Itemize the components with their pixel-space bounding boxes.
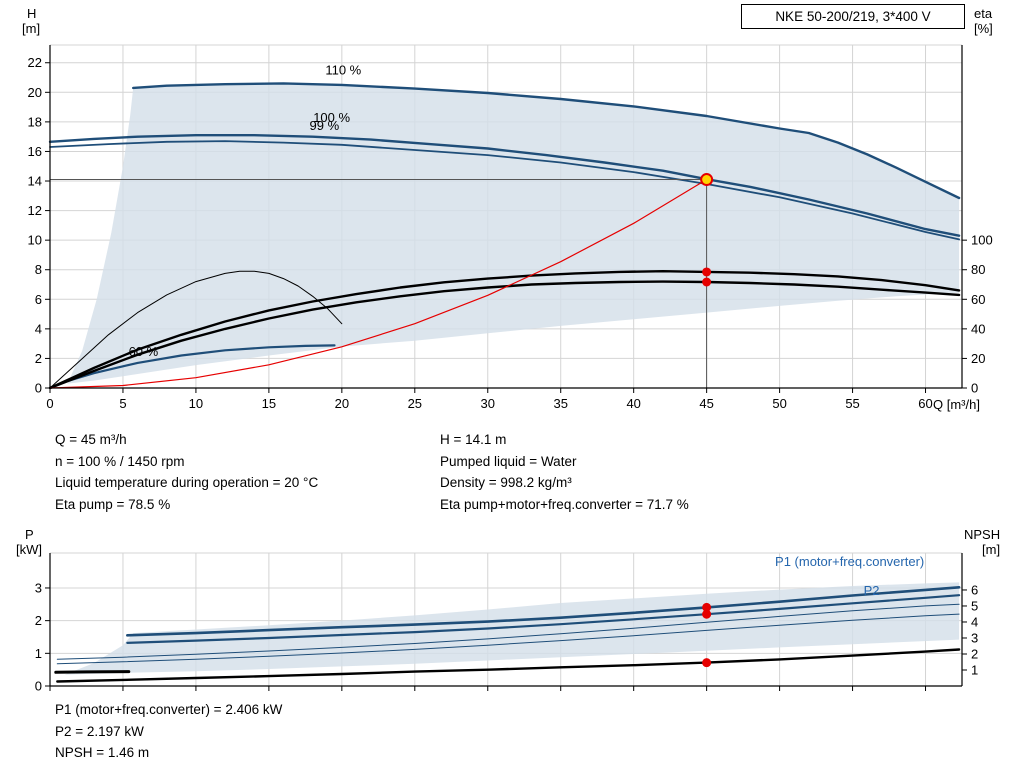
op-speed-line: n = 100 % / 1450 rpm	[55, 453, 185, 469]
y-tick-label: 8	[35, 262, 42, 277]
y-tick-label: 22	[28, 55, 42, 70]
npsh-curve	[56, 648, 961, 683]
y-tick-label: 6	[35, 292, 42, 307]
p2-curve	[126, 594, 961, 645]
result-p2-line: P2 = 2.197 kW	[55, 723, 144, 739]
hq-eta-chart: 0 2 4 6 8 10 12 14 16 18 20 22 0 20 40 60 80 100 0 5 10 15 20 2…	[28, 44, 993, 411]
operating-point-left-column: Q = 45 m³/h n = 100 % / 1450 rpm Liquid …	[55, 429, 318, 515]
y-tick-label: 0	[35, 381, 42, 396]
x-tick-label: 60	[918, 396, 932, 411]
x-tick-label: 25	[408, 396, 422, 411]
y-axis-label-p: P	[25, 527, 34, 542]
x-tick-label: 45	[699, 396, 713, 411]
y-axis-unit-kw: [kW]	[16, 542, 42, 557]
y-tick-label: 18	[28, 114, 42, 129]
annotation-speed-100: 100 %	[313, 110, 350, 125]
op-liquid-line: Pumped liquid = Water	[440, 453, 577, 469]
head-curve-60pct	[60, 344, 336, 384]
x-tick-label: 5	[119, 396, 126, 411]
op-flow-line: Q = 45 m³/h	[55, 432, 127, 447]
p2-dot-marker	[702, 609, 712, 619]
y2-axis-unit-m: [m]	[982, 542, 1001, 557]
p-min-speed-segment	[54, 670, 131, 674]
y-tick-label: 14	[28, 174, 42, 189]
x-tick-label: 30	[481, 396, 495, 411]
y2-tick-label: 60	[971, 292, 985, 307]
p1-dot-marker	[702, 602, 712, 612]
result-p1-line: P1 (motor+freq.converter) = 2.406 kW	[55, 702, 283, 717]
y-axis-unit-m: [m]	[22, 21, 41, 36]
power-envelope	[64, 582, 960, 675]
x-tick-label: 55	[845, 396, 859, 411]
y2-tick-label: 2	[971, 646, 978, 661]
x-tick-label: 10	[189, 396, 203, 411]
eta-total-dot-marker	[702, 277, 712, 287]
y2-tick-label: 20	[971, 351, 985, 366]
y-tick-label: 0	[35, 679, 42, 694]
y2-tick-label: 40	[971, 321, 985, 336]
x-tick-label: 20	[335, 396, 349, 411]
duty-point-marker[interactable]	[700, 173, 714, 187]
npsh-dot-marker	[702, 658, 712, 668]
y-tick-label: 3	[35, 580, 42, 595]
x-tick-label: 0	[46, 396, 53, 411]
p1-curve	[126, 585, 961, 637]
p2-reduced-speed-line	[56, 613, 960, 665]
y-tick-label: 12	[28, 203, 42, 218]
y-axis-label-h: H	[27, 6, 37, 21]
op-eta-total-line: Eta pump+motor+freq.converter = 71.7 %	[440, 496, 689, 512]
x-tick-label: 35	[553, 396, 567, 411]
y2-tick-label: 3	[971, 630, 978, 645]
y2-axis-unit-pct: [%]	[974, 21, 993, 36]
pump-title-box: NKE 50-200/219, 3*400 V	[741, 4, 965, 29]
eta-pump-dot-marker	[702, 267, 712, 277]
y2-tick-label: 80	[971, 262, 985, 277]
x-tick-label: 15	[262, 396, 276, 411]
head-curve-99pct	[49, 140, 960, 241]
y-tick-label: 4	[35, 321, 42, 336]
y2-axis-label-eta: eta	[974, 6, 993, 21]
op-density-line: Density = 998.2 kg/m³	[440, 475, 572, 490]
eta-total-curve	[48, 280, 961, 390]
annotation-p1-label: P1 (motor+freq.converter)	[775, 554, 924, 569]
y-tick-label: 16	[28, 144, 42, 159]
annotation-p2-label: P2	[864, 583, 880, 598]
result-npsh-line: NPSH = 1.46 m	[55, 745, 150, 760]
y2-axis-label-npsh: NPSH	[964, 527, 1001, 542]
x-tick-label: 40	[626, 396, 640, 411]
op-head-line: H = 14.1 m	[440, 432, 507, 447]
eta-reduced-speed-curve	[49, 270, 343, 389]
annotation-speed-99: 99 %	[310, 118, 340, 133]
p1-reduced-speed-line	[56, 603, 960, 660]
y-tick-label: 1	[35, 646, 42, 661]
operating-point-right-column: H = 14.1 m Pumped liquid = Water Density…	[440, 429, 689, 515]
y2-tick-label: 100	[971, 233, 993, 248]
annotation-speed-110: 110 %	[325, 63, 361, 78]
op-temperature-line: Liquid temperature during operation = 20…	[55, 475, 319, 490]
x-tick-label: 50	[772, 396, 786, 411]
x-axis-label-q: Q [m³/h]	[933, 397, 980, 412]
head-curve-100pct	[48, 133, 961, 237]
eta-pump-curve	[48, 270, 961, 390]
y-tick-label: 2	[35, 351, 42, 366]
y-tick-label: 20	[28, 85, 42, 100]
annotation-speed-60: 60 %	[129, 344, 159, 359]
y2-tick-label: 0	[971, 381, 978, 396]
results-column: P1 (motor+freq.converter) = 2.406 kW P2 …	[55, 699, 282, 764]
y-tick-label: 2	[35, 613, 42, 628]
op-eta-pump-line: Eta pump = 78.5 %	[55, 496, 171, 512]
operating-envelope	[67, 83, 960, 384]
y2-tick-label: 4	[971, 614, 978, 629]
head-curve-110pct	[131, 82, 961, 200]
y2-tick-label: 5	[971, 598, 978, 613]
y-tick-label: 10	[28, 233, 42, 248]
y2-tick-label: 1	[971, 662, 978, 677]
system-curve	[49, 178, 708, 389]
y2-tick-label: 6	[971, 582, 978, 597]
